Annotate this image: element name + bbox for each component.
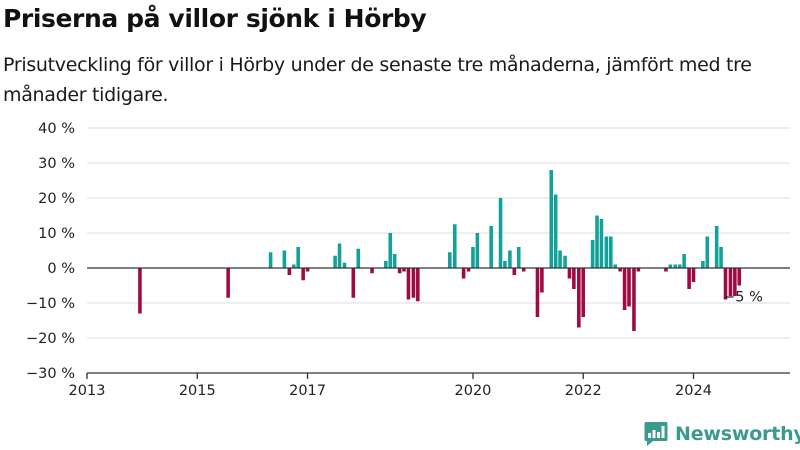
x-tick-label: 2017 [289, 383, 326, 399]
bar [498, 198, 503, 268]
bar [461, 268, 466, 279]
y-tick-label: 40 % [38, 121, 75, 137]
bar [397, 268, 402, 274]
bar-chart: 40 % 30 % 20 % 10 % 0 % −10 % −20 % −30 %2013 20… [26, 121, 790, 399]
bar [448, 252, 452, 268]
bar [636, 268, 641, 272]
bar [305, 268, 310, 272]
bar [595, 215, 599, 268]
bar [471, 247, 475, 268]
y-tick-label: 10 % [38, 226, 75, 242]
bar [613, 264, 617, 268]
bar [512, 268, 517, 275]
brand-logo: Newsworthy [644, 419, 800, 449]
bar [609, 236, 613, 268]
bar [370, 268, 374, 274]
bar [677, 264, 682, 268]
bar [668, 264, 673, 268]
bar [138, 268, 142, 314]
newsworthy-logo-icon [644, 422, 668, 446]
bar [618, 268, 622, 272]
y-tick-label: 30 % [38, 156, 75, 172]
bar [411, 268, 416, 298]
bar [664, 268, 668, 272]
bar [590, 240, 595, 268]
bar [673, 264, 678, 268]
bar [287, 268, 292, 275]
bar [351, 268, 356, 298]
bar [388, 233, 393, 268]
bar [627, 268, 631, 307]
bar [567, 268, 572, 279]
bar [682, 254, 686, 268]
bar [737, 268, 742, 286]
bar [632, 268, 636, 331]
y-tick-label: 0 % [47, 261, 75, 277]
bar [392, 254, 397, 268]
bar [691, 268, 696, 282]
last-value-label: −5 % [723, 290, 763, 306]
bar [452, 224, 457, 268]
bar [301, 268, 305, 281]
bar [540, 268, 544, 293]
bar [268, 252, 273, 268]
gridlines [87, 127, 790, 374]
bar [719, 247, 723, 268]
bar [406, 268, 411, 300]
bar [333, 255, 337, 268]
y-tick-label: −20 % [26, 331, 75, 347]
bar [604, 236, 609, 268]
bar [356, 248, 361, 268]
bar [416, 268, 420, 302]
bar [572, 268, 576, 289]
bar [226, 268, 230, 298]
bar [563, 255, 567, 268]
bar [577, 268, 581, 328]
bar [384, 261, 388, 268]
bar [733, 268, 737, 296]
bar [705, 236, 710, 268]
bar [337, 243, 342, 268]
y-tick-label: −10 % [26, 296, 75, 312]
bar [535, 268, 540, 317]
bar [475, 233, 480, 268]
bar [508, 250, 512, 268]
bar [687, 268, 691, 289]
bars [138, 170, 742, 331]
bar [296, 247, 300, 268]
bar [503, 261, 507, 268]
bar [549, 170, 554, 268]
bar [622, 268, 627, 310]
bar [282, 250, 287, 268]
bar [291, 264, 296, 268]
bar [553, 194, 558, 268]
bar [728, 268, 733, 296]
brand-name: Newsworthy [675, 423, 800, 445]
chart-subtitle: Prisutveckling för villor i Hörby under … [3, 54, 752, 106]
bar [402, 268, 406, 272]
x-tick-label: 2015 [179, 383, 216, 399]
axes: 40 % 30 % 20 % 10 % 0 % −10 % −20 % −30 %2013 20… [26, 121, 790, 399]
x-tick-label: 2013 [69, 383, 106, 399]
bar [701, 261, 705, 268]
x-tick-label: 2022 [565, 383, 602, 399]
bar [489, 226, 493, 268]
x-tick-label: 2024 [675, 383, 712, 399]
bar [521, 268, 526, 272]
bar [599, 219, 604, 268]
y-tick-label: −30 % [26, 366, 75, 382]
bar [516, 247, 521, 268]
bar [723, 268, 728, 300]
bar [342, 262, 347, 268]
bar [714, 226, 719, 268]
bar [581, 268, 586, 317]
bar [466, 268, 471, 272]
x-tick-label: 2020 [455, 383, 492, 399]
chart-title: Priserna på villor sjönk i Hörby [3, 4, 427, 33]
y-tick-label: 20 % [38, 191, 75, 207]
bar [558, 250, 562, 268]
